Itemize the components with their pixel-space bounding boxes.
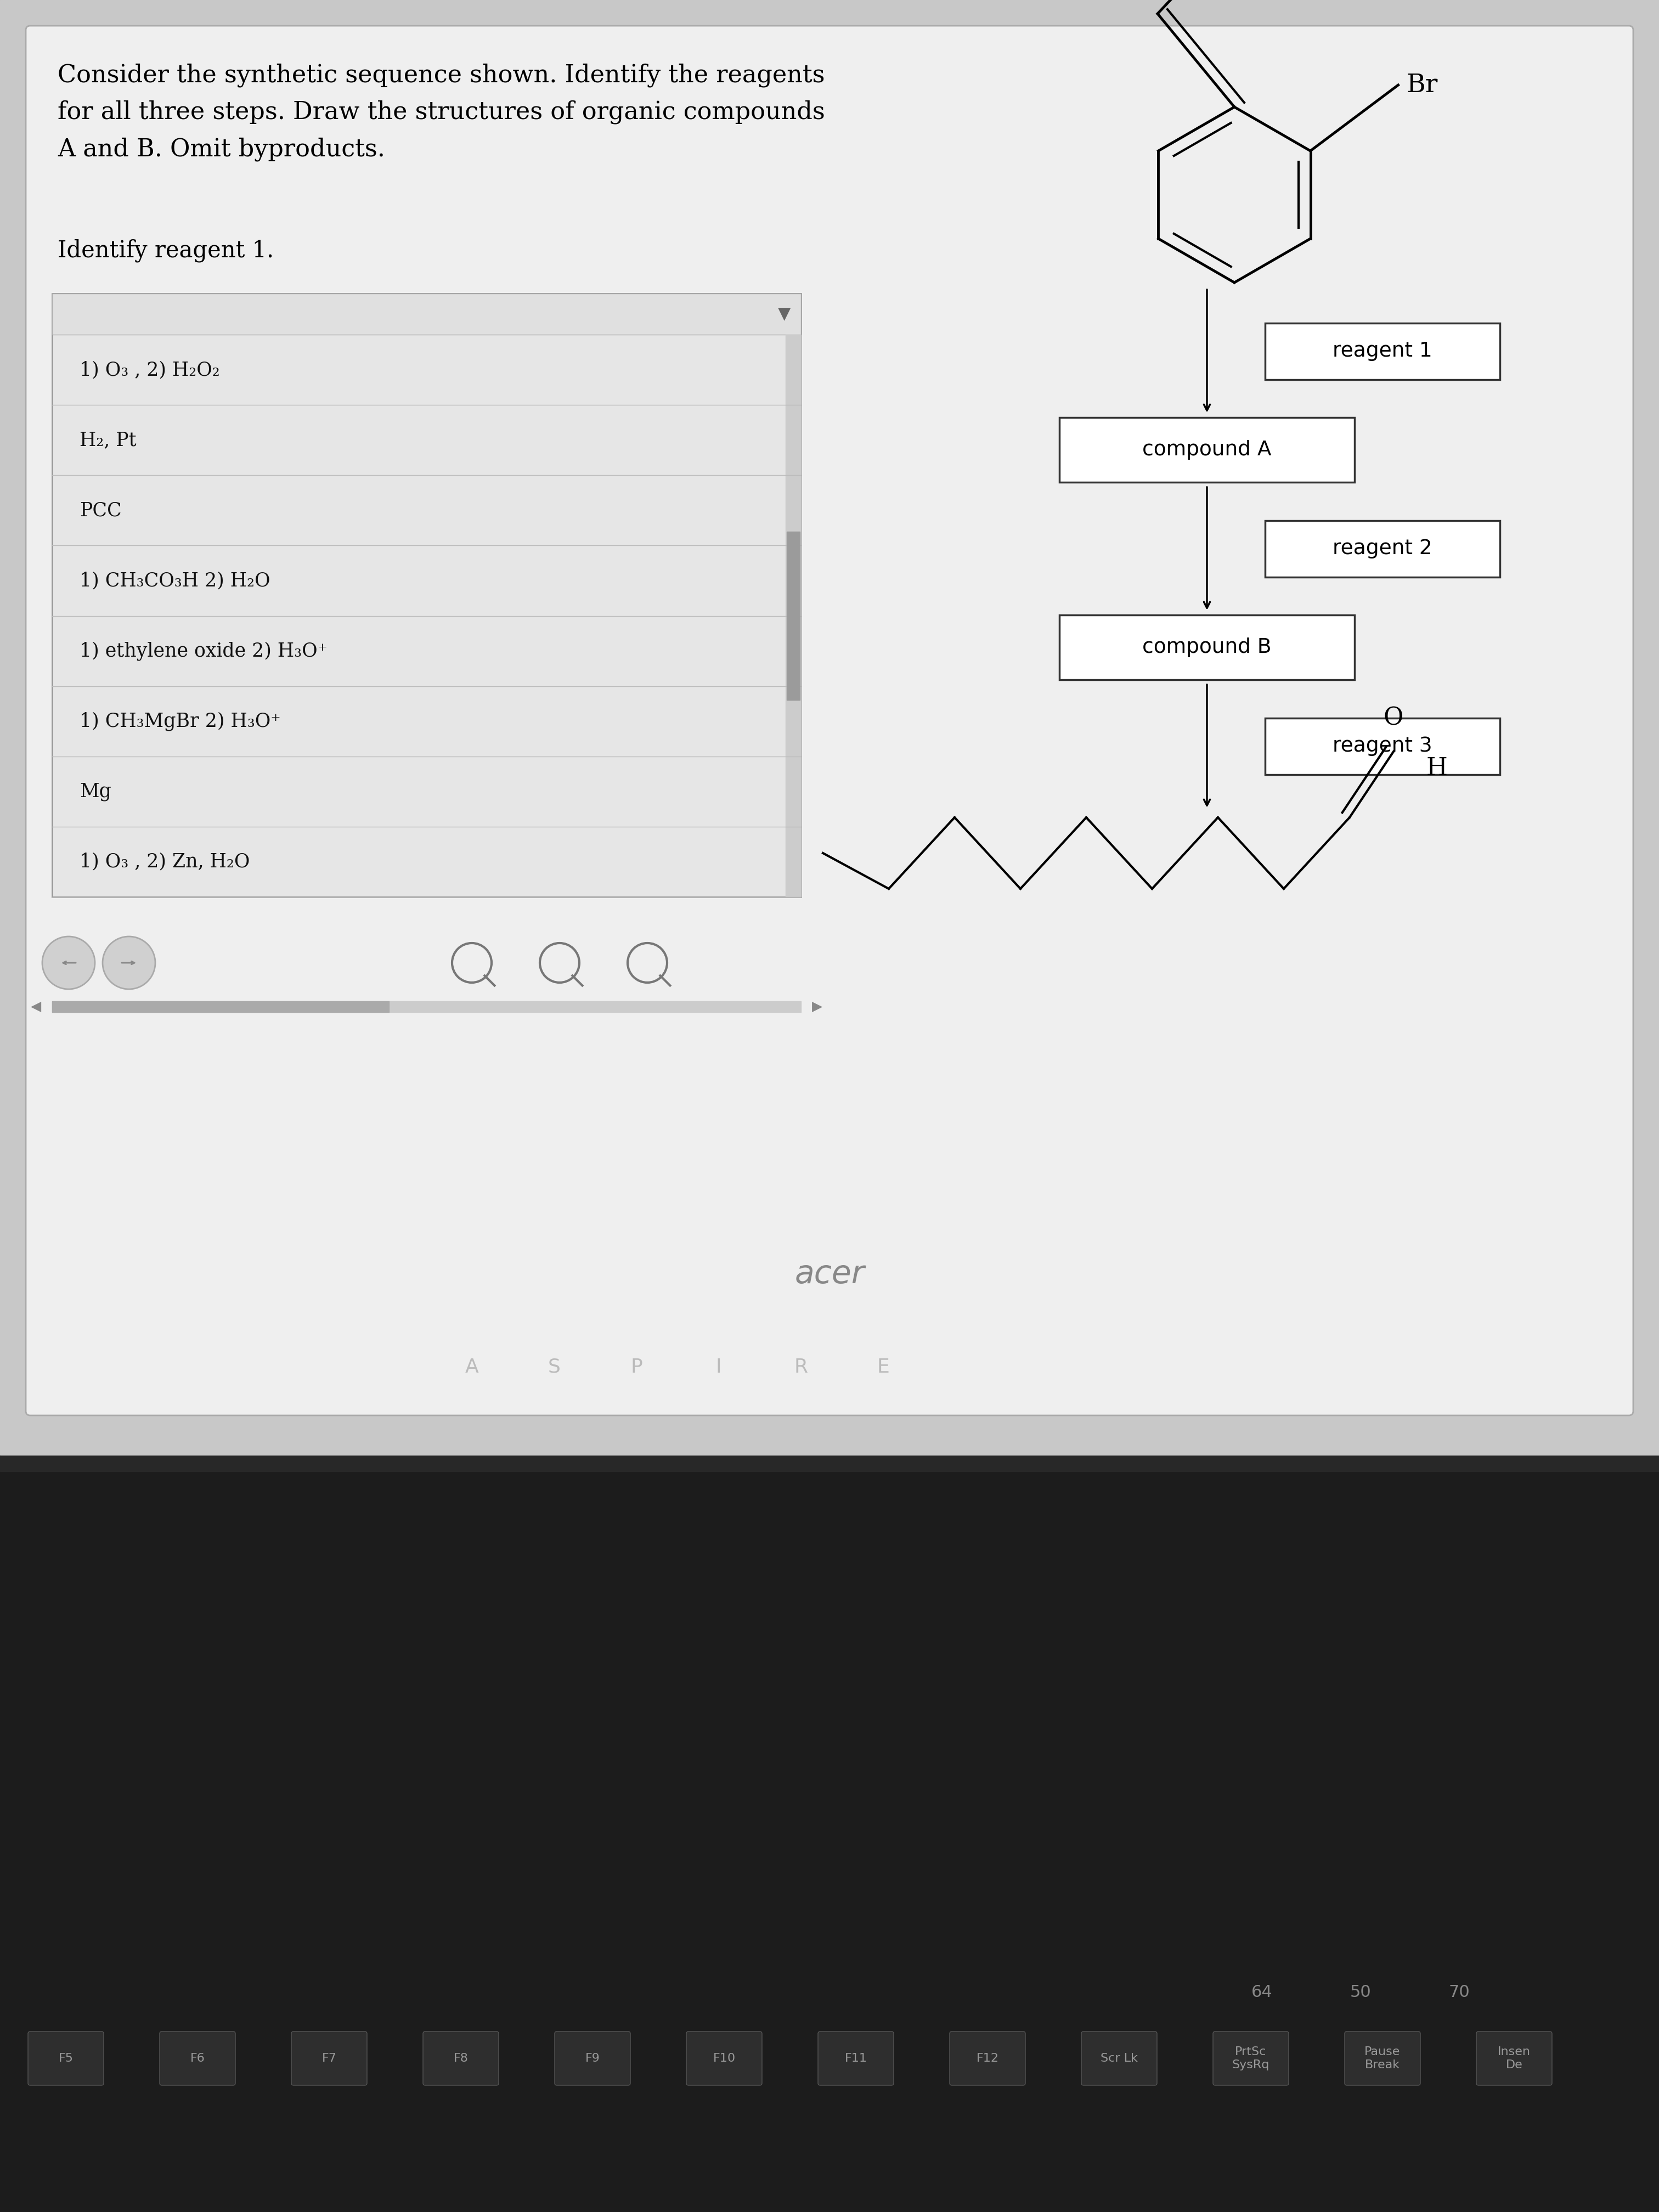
- Text: E: E: [878, 1358, 889, 1376]
- FancyBboxPatch shape: [1060, 615, 1354, 679]
- FancyBboxPatch shape: [1213, 2031, 1289, 2086]
- FancyBboxPatch shape: [818, 2031, 894, 2086]
- Text: F12: F12: [975, 2053, 999, 2064]
- Text: 1) CH₃MgBr 2) H₃O⁺: 1) CH₃MgBr 2) H₃O⁺: [80, 712, 280, 730]
- FancyBboxPatch shape: [423, 2031, 499, 2086]
- Text: F11: F11: [844, 2053, 868, 2064]
- Text: Scr Lk: Scr Lk: [1100, 2053, 1138, 2064]
- Text: F5: F5: [58, 2053, 73, 2064]
- FancyBboxPatch shape: [1266, 719, 1500, 774]
- FancyBboxPatch shape: [554, 2031, 630, 2086]
- Text: 64: 64: [1251, 1984, 1272, 2000]
- Text: 1) O₃ , 2) Zn, H₂O: 1) O₃ , 2) Zn, H₂O: [80, 852, 251, 872]
- Circle shape: [41, 936, 95, 989]
- Text: reagent 1: reagent 1: [1332, 341, 1432, 361]
- Bar: [0, 1455, 1659, 2212]
- Text: compound B: compound B: [1143, 637, 1271, 657]
- Text: Pause
Break: Pause Break: [1365, 2046, 1400, 2070]
- Text: reagent 2: reagent 2: [1332, 540, 1432, 557]
- Text: I: I: [715, 1358, 722, 1376]
- FancyBboxPatch shape: [1082, 2031, 1156, 2086]
- FancyBboxPatch shape: [1060, 418, 1354, 482]
- Text: Mg: Mg: [80, 783, 111, 801]
- Bar: [786, 531, 800, 701]
- FancyBboxPatch shape: [1266, 520, 1500, 577]
- FancyBboxPatch shape: [949, 2031, 1025, 2086]
- Text: R: R: [795, 1358, 808, 1376]
- Text: A: A: [465, 1358, 478, 1376]
- Text: P: P: [630, 1358, 642, 1376]
- Text: F6: F6: [191, 2053, 204, 2064]
- Bar: [51, 294, 801, 334]
- Text: F9: F9: [586, 2053, 601, 2064]
- Circle shape: [103, 936, 156, 989]
- FancyBboxPatch shape: [292, 2031, 367, 2086]
- Text: 1) ethylene oxide 2) H₃O⁺: 1) ethylene oxide 2) H₃O⁺: [80, 641, 327, 661]
- Bar: [0, 1438, 1659, 1471]
- Bar: [0, 0, 1659, 1455]
- FancyBboxPatch shape: [1266, 323, 1500, 380]
- Text: 1) O₃ , 2) H₂O₂: 1) O₃ , 2) H₂O₂: [80, 361, 221, 378]
- FancyBboxPatch shape: [159, 2031, 236, 2086]
- FancyBboxPatch shape: [28, 2031, 103, 2086]
- Text: Identify reagent 1.: Identify reagent 1.: [58, 239, 274, 261]
- Text: 50: 50: [1350, 1984, 1372, 2000]
- Text: 1) CH₃CO₃H 2) H₂O: 1) CH₃CO₃H 2) H₂O: [80, 571, 270, 591]
- Text: H₂, Pt: H₂, Pt: [80, 431, 136, 449]
- FancyBboxPatch shape: [1345, 2031, 1420, 2086]
- Text: Insen
De: Insen De: [1498, 2046, 1531, 2070]
- Text: ▼: ▼: [778, 305, 791, 323]
- Bar: [51, 1002, 801, 1013]
- FancyBboxPatch shape: [687, 2031, 761, 2086]
- Text: PrtSc
SysRq: PrtSc SysRq: [1233, 2046, 1269, 2070]
- FancyBboxPatch shape: [1477, 2031, 1553, 2086]
- Bar: [786, 334, 801, 898]
- Text: S: S: [547, 1358, 561, 1376]
- Text: compound A: compound A: [1143, 440, 1271, 460]
- Text: PCC: PCC: [80, 502, 121, 520]
- Text: O: O: [1384, 706, 1404, 730]
- Text: acer: acer: [795, 1259, 864, 1290]
- FancyBboxPatch shape: [27, 27, 1632, 1416]
- Text: ▶: ▶: [811, 1000, 823, 1013]
- Text: H: H: [1427, 757, 1448, 781]
- Text: Br: Br: [1407, 73, 1438, 97]
- Text: F10: F10: [713, 2053, 735, 2064]
- FancyBboxPatch shape: [51, 294, 801, 898]
- Bar: [51, 1002, 390, 1013]
- Text: F8: F8: [453, 2053, 468, 2064]
- Text: Consider the synthetic sequence shown. Identify the reagents
for all three steps: Consider the synthetic sequence shown. I…: [58, 64, 825, 161]
- Text: ◀: ◀: [30, 1000, 41, 1013]
- Text: 70: 70: [1448, 1984, 1470, 2000]
- Text: reagent 3: reagent 3: [1332, 737, 1432, 757]
- Text: F7: F7: [322, 2053, 337, 2064]
